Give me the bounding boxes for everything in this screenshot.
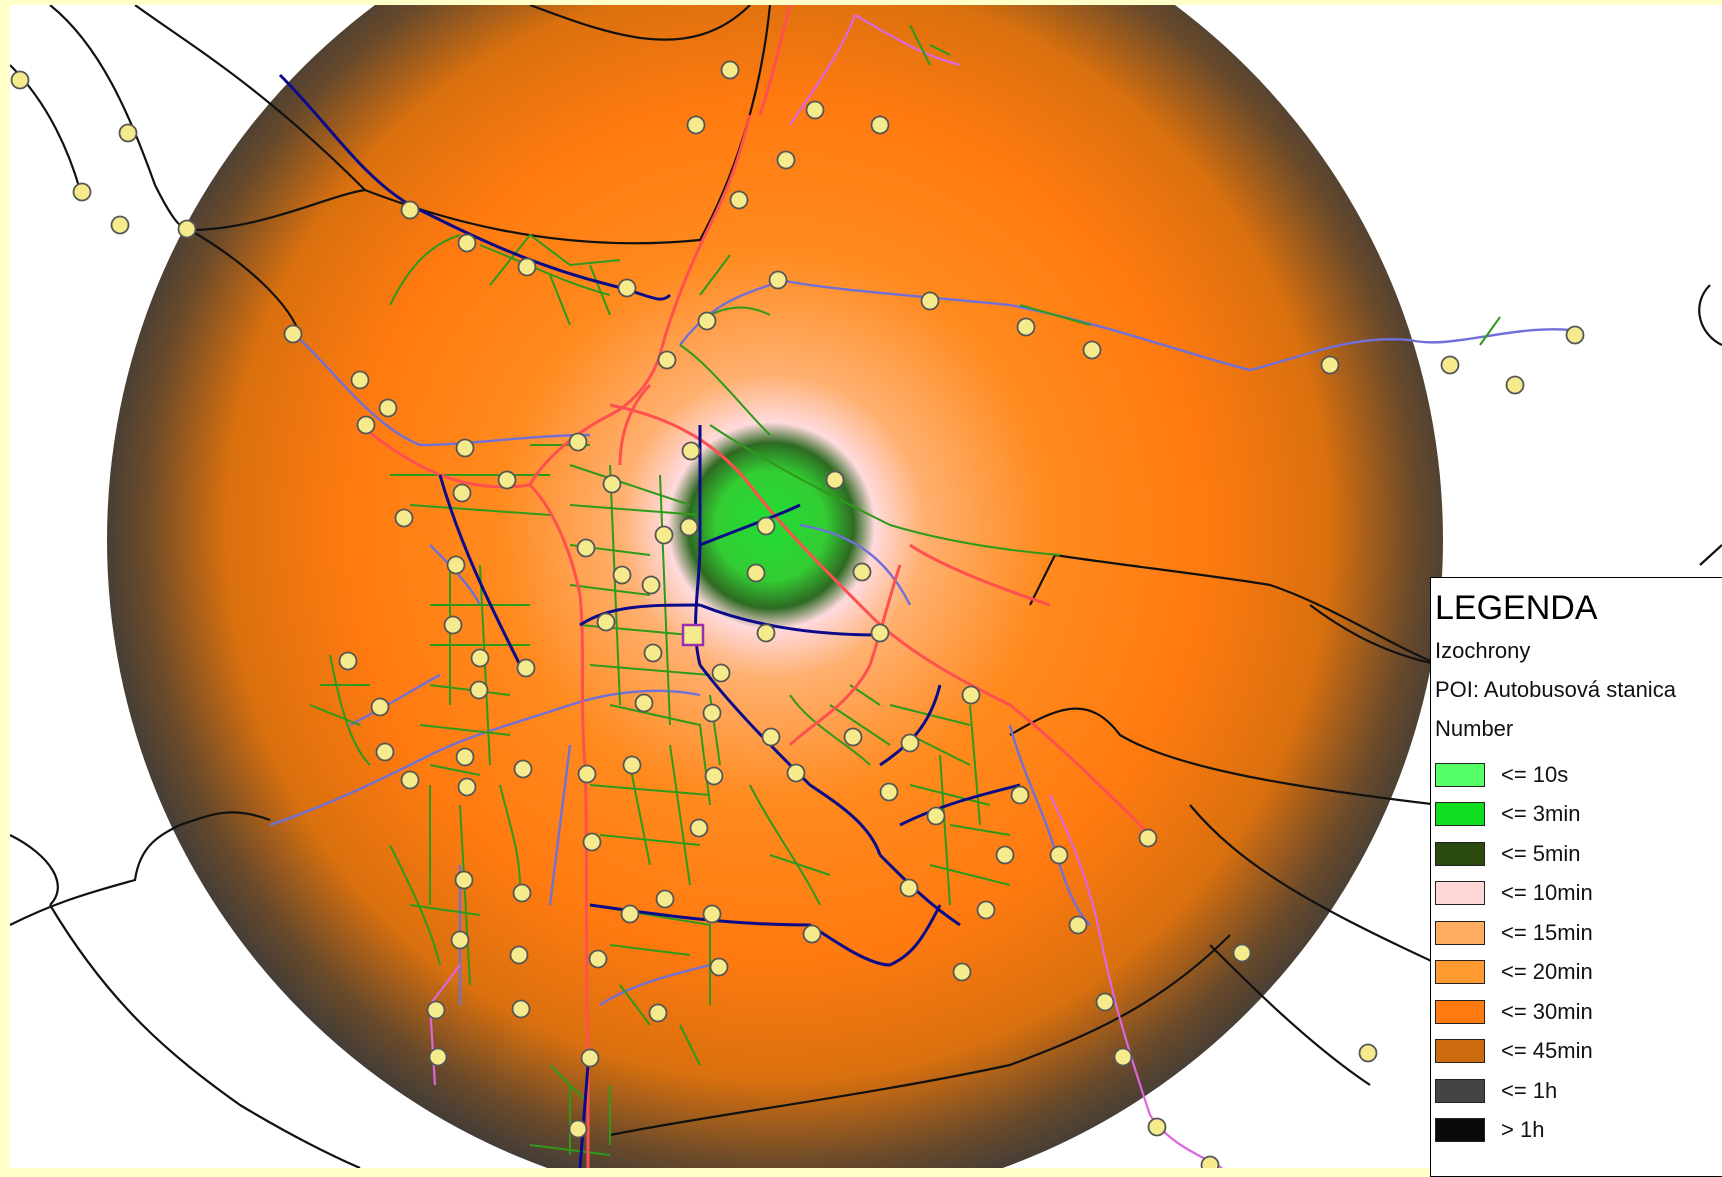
legend-swatch: [1435, 1039, 1485, 1064]
legend-item: <= 10min: [1435, 874, 1722, 914]
legend-field: Number: [1435, 716, 1514, 741]
legend-swatch: [1435, 920, 1485, 945]
legend-swatch: [1435, 802, 1485, 827]
legend-item: <= 10s: [1435, 755, 1722, 795]
legend-item: <= 30min: [1435, 992, 1722, 1032]
legend-layer-name: Izochrony: [1435, 638, 1531, 663]
other-roads: [10, 5, 1722, 1168]
primary-roads: [359, 5, 1152, 1168]
legend-swatch: [1435, 881, 1485, 906]
legend-label: <= 45min: [1501, 1038, 1593, 1064]
legend-item: <= 5min: [1435, 834, 1722, 874]
map-canvas[interactable]: [10, 5, 1722, 1168]
legend-item: <= 15min: [1435, 913, 1722, 953]
legend-items: <= 10s <= 3min <= 5min <= 10min <= 15min…: [1435, 755, 1722, 1150]
legend-item: <= 1h: [1435, 1071, 1722, 1111]
legend-swatch: [1435, 762, 1485, 787]
tertiary-roads: [269, 278, 1571, 1006]
legend-item: <= 20min: [1435, 953, 1722, 993]
legend-item: <= 3min: [1435, 795, 1722, 835]
legend-swatch: [1435, 1078, 1485, 1103]
legend-item: <= 45min: [1435, 1032, 1722, 1072]
legend-label: <= 1h: [1501, 1077, 1558, 1103]
legend-label: <= 20min: [1501, 959, 1593, 985]
legend-label: <= 10s: [1501, 761, 1569, 787]
origin-square-marker: [681, 623, 705, 647]
legend-poi: POI: Autobusová stanica: [1435, 677, 1676, 702]
legend-title: LEGENDA: [1435, 589, 1598, 627]
legend-label: <= 5min: [1501, 840, 1581, 866]
legend-item: > 1h: [1435, 1111, 1722, 1151]
legend-swatch: [1435, 999, 1485, 1024]
legend-label: <= 15min: [1501, 919, 1593, 945]
poi-markers: [10, 60, 1585, 1168]
legend-label: <= 3min: [1501, 801, 1581, 827]
legend-swatch: [1435, 960, 1485, 985]
map-legend: LEGENDA Izochrony POI: Autobusová stanic…: [1430, 577, 1722, 1177]
isochrone-area: [107, 5, 1443, 1168]
legend-swatch: [1435, 841, 1485, 866]
legend-label: > 1h: [1501, 1117, 1545, 1143]
legend-label: <= 30min: [1501, 998, 1593, 1024]
legend-label: <= 10min: [1501, 880, 1593, 906]
legend-swatch: [1435, 1118, 1485, 1143]
